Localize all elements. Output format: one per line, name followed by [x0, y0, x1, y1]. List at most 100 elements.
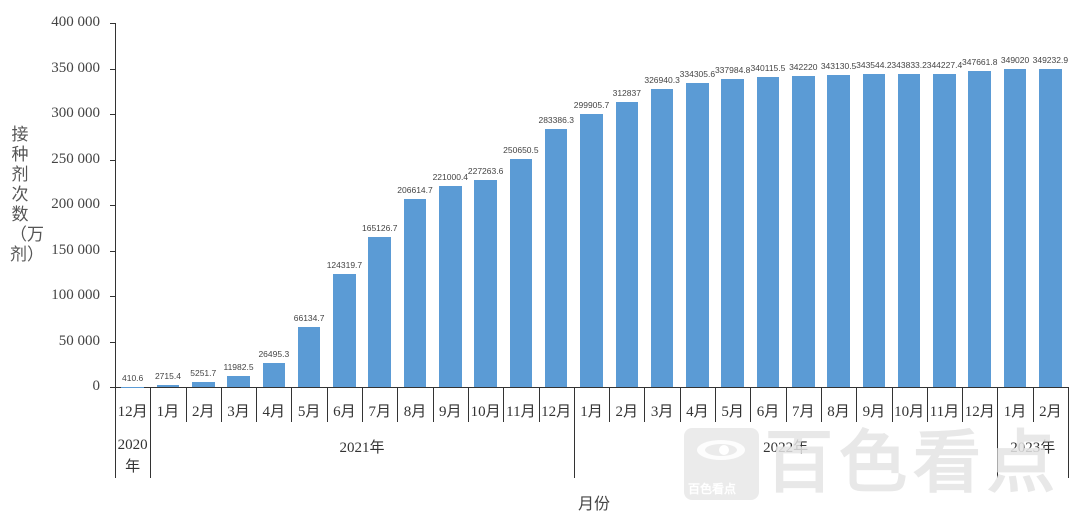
month-separator: [609, 387, 611, 422]
y-tick-label: 0: [92, 378, 101, 394]
y-axis-title: 接种剂次数（万剂）: [10, 125, 44, 265]
bar-value-label: 340115.5: [750, 63, 786, 74]
x-tick-label: 1月: [580, 404, 603, 420]
bar-value-label: 124319.7: [326, 259, 363, 270]
y-tick-mark: [110, 387, 115, 388]
y-tick-mark: [110, 296, 115, 297]
x-tick-label: 6月: [333, 404, 356, 420]
x-tick-label: 8月: [827, 404, 850, 420]
bar: [262, 362, 286, 387]
month-separator: [326, 387, 328, 422]
bar: [650, 89, 674, 387]
bar: [897, 74, 921, 387]
year-separator: [150, 387, 152, 478]
bar-value-label: 326940.3: [644, 75, 680, 86]
bar-value-label: 343544.2: [856, 60, 892, 71]
year-separator: [573, 387, 575, 478]
watermark-logo-icon: [684, 428, 759, 500]
bar: [297, 326, 321, 387]
year-group-label: 2023年: [1010, 440, 1056, 456]
bar: [721, 79, 744, 387]
x-tick-label: 5月: [297, 404, 321, 420]
y-tick-label: 400 000: [51, 14, 100, 30]
x-tick-label: 10月: [470, 404, 501, 420]
month-separator: [926, 387, 928, 422]
x-tick-label: 1月: [1003, 404, 1027, 420]
month-separator: [750, 387, 752, 422]
x-tick-label: 1月: [156, 404, 180, 420]
month-separator: [538, 387, 540, 422]
x-tick-label: 4月: [262, 404, 286, 420]
month-separator: [1032, 387, 1034, 422]
bar: [615, 102, 639, 387]
month-separator: [715, 387, 717, 422]
year-group-label: 2020年: [117, 437, 148, 475]
x-axis-line: [115, 387, 1068, 388]
month-separator: [785, 387, 787, 422]
x-tick-label: 11月: [929, 404, 960, 420]
y-tick-label: 350 000: [51, 59, 100, 76]
month-separator: [291, 387, 293, 422]
bar-value-label: 227263.6: [467, 166, 504, 177]
x-tick-label: 9月: [439, 404, 462, 420]
bar: [756, 77, 780, 387]
y-tick-label: 300 000: [51, 105, 100, 121]
y-tick-label: 200 000: [51, 196, 100, 212]
bar-value-label: 342220: [789, 61, 818, 72]
month-separator: [820, 387, 822, 422]
bar: [333, 273, 356, 387]
bar: [933, 73, 956, 387]
x-tick-label: 10月: [894, 404, 925, 420]
x-tick-label: 5月: [721, 404, 744, 420]
x-tick-label: 6月: [756, 404, 780, 420]
year-separator: [115, 387, 116, 478]
x-tick-label: 4月: [686, 404, 709, 420]
bar: [1039, 69, 1062, 387]
month-separator: [962, 387, 964, 422]
year-separator: [997, 387, 999, 478]
year-group-label: 2021年: [339, 440, 385, 456]
bar-value-label: 165126.7: [361, 222, 398, 233]
x-tick-label: 11月: [506, 404, 536, 420]
bar-value-label: 410.6: [122, 372, 144, 383]
month-separator: [467, 387, 469, 422]
x-tick-label: 9月: [862, 404, 886, 420]
bar-value-label: 343833.2: [891, 60, 927, 71]
month-separator: [256, 387, 258, 422]
bar-value-label: 349020: [1000, 55, 1030, 66]
y-tick-mark: [110, 114, 115, 115]
y-tick-mark: [110, 68, 115, 70]
bar-value-label: 299905.7: [573, 100, 610, 111]
bar-value-label: 347661.8: [962, 56, 998, 67]
y-tick-label: 150 000: [51, 241, 100, 258]
bar-value-label: 337984.8: [714, 65, 751, 76]
bar-value-label: 334305.6: [679, 68, 716, 79]
bar-value-label: 66134.7: [293, 312, 325, 323]
bar: [580, 114, 603, 387]
bar: [474, 180, 497, 387]
month-separator: [856, 387, 858, 422]
month-separator: [503, 387, 505, 422]
y-tick-mark: [110, 205, 115, 206]
bar-value-label: 11982.5: [223, 362, 254, 373]
bar-value-label: 221000.4: [432, 171, 469, 182]
y-tick-mark: [110, 250, 115, 252]
x-tick-label: 3月: [227, 404, 250, 420]
bar-value-label: 344227.4: [926, 59, 963, 70]
year-group-label: 2022年: [763, 440, 809, 456]
watermark-big-text: 百色看点: [765, 424, 1062, 503]
bar: [403, 198, 427, 387]
y-tick-label: 100 000: [51, 287, 100, 303]
bar: [439, 185, 462, 387]
y-tick-mark: [110, 341, 115, 343]
bar-value-label: 2715.4: [154, 370, 181, 381]
bar: [191, 382, 215, 387]
month-separator: [679, 387, 681, 422]
y-tick-label: 250 000: [51, 150, 100, 167]
bar-value-label: 343130.5: [820, 60, 857, 71]
month-separator: [644, 387, 646, 422]
bar: [968, 70, 992, 387]
bar: [791, 75, 815, 387]
year-separator: [1068, 387, 1069, 478]
